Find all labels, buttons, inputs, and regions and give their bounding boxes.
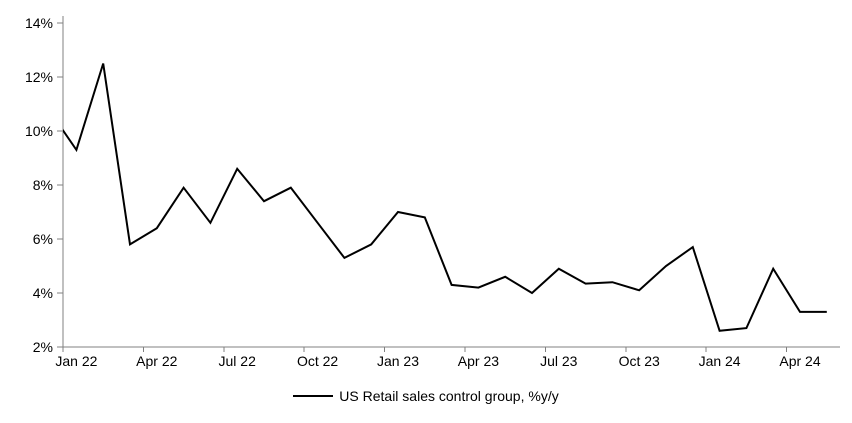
line-plot-svg: 2% 4% 6% 8% 10% 12% 14% Jan 22 Apr 22 Jul 22 Oct 2… bbox=[25, 15, 841, 369]
legend-label: US Retail sales control group, %y/y bbox=[339, 388, 559, 404]
x-tick-label: Jan 24 bbox=[699, 353, 741, 369]
x-tick-label: Jan 23 bbox=[377, 353, 419, 369]
legend-line-swatch bbox=[293, 395, 334, 397]
y-tick-label: 6% bbox=[33, 231, 53, 247]
y-tick-label: 4% bbox=[33, 285, 53, 301]
series-line bbox=[63, 63, 827, 332]
x-tick-label: Jul 22 bbox=[219, 353, 257, 369]
y-tick-label: 12% bbox=[25, 69, 53, 85]
x-tick-label: Oct 22 bbox=[297, 353, 338, 369]
x-tick-label: Oct 23 bbox=[619, 353, 660, 369]
x-tick-label: Apr 22 bbox=[136, 353, 177, 369]
y-tick-label: 14% bbox=[25, 15, 53, 31]
y-tick-label: 8% bbox=[33, 177, 53, 193]
x-tick-label: Jul 23 bbox=[540, 353, 578, 369]
x-tick-label: Apr 24 bbox=[779, 353, 820, 369]
x-tick-label: Apr 23 bbox=[458, 353, 499, 369]
y-tick-label: 10% bbox=[25, 123, 53, 139]
legend: US Retail sales control group, %y/y bbox=[0, 388, 852, 404]
x-tick-label: Jan 22 bbox=[55, 353, 97, 369]
y-tick-label: 2% bbox=[33, 339, 53, 355]
